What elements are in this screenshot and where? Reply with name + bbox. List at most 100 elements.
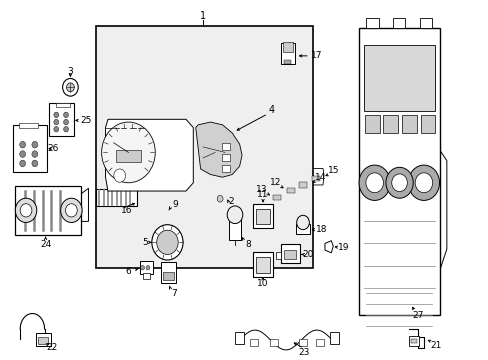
Circle shape [32, 160, 38, 167]
Circle shape [65, 204, 77, 217]
Bar [221, 143, 230, 150]
Circle shape [20, 160, 25, 167]
Text: 23: 23 [298, 348, 309, 357]
Bar [96, 26, 312, 268]
Circle shape [227, 206, 243, 224]
Text: 22: 22 [46, 343, 58, 352]
Bar [408, 336, 418, 346]
Polygon shape [325, 241, 332, 253]
Bar [330, 332, 338, 344]
Bar [283, 42, 292, 52]
Text: 24: 24 [40, 240, 51, 249]
Text: 14: 14 [314, 173, 325, 182]
Circle shape [385, 167, 412, 198]
Circle shape [63, 119, 68, 125]
Bar [284, 60, 291, 64]
Bar [252, 204, 273, 228]
Circle shape [62, 78, 78, 96]
Circle shape [358, 165, 389, 201]
Polygon shape [309, 168, 324, 185]
Bar [401, 116, 416, 133]
Circle shape [217, 195, 223, 202]
Text: 1: 1 [200, 11, 206, 21]
Bar [256, 257, 269, 273]
Text: 12: 12 [269, 178, 280, 187]
Bar [163, 272, 173, 280]
Bar [221, 154, 230, 161]
Polygon shape [81, 188, 88, 221]
Bar [276, 252, 281, 259]
Circle shape [66, 83, 74, 92]
Circle shape [407, 165, 439, 201]
Polygon shape [195, 122, 242, 177]
Bar [383, 116, 397, 133]
Bar [419, 18, 431, 28]
Bar [13, 125, 47, 172]
Circle shape [20, 141, 25, 148]
Text: 9: 9 [172, 200, 178, 209]
Circle shape [32, 141, 38, 148]
Text: 3: 3 [67, 67, 73, 76]
Text: 25: 25 [80, 116, 92, 125]
Bar [235, 332, 244, 344]
Bar [366, 18, 378, 28]
Bar [286, 188, 294, 193]
Bar [312, 176, 320, 181]
Text: 26: 26 [47, 144, 59, 153]
Text: 21: 21 [429, 341, 441, 350]
Bar [295, 224, 310, 234]
Bar [269, 339, 277, 346]
Bar [15, 185, 81, 235]
Bar [221, 165, 230, 172]
Circle shape [20, 204, 32, 217]
Text: 8: 8 [245, 240, 251, 249]
Bar [299, 339, 306, 346]
Bar [420, 116, 434, 133]
Bar [56, 103, 70, 107]
Text: 11: 11 [257, 190, 268, 199]
Polygon shape [270, 188, 285, 204]
Bar [358, 28, 439, 315]
Bar [160, 262, 176, 283]
Bar [363, 45, 434, 111]
Circle shape [54, 112, 59, 118]
Text: 16: 16 [121, 206, 132, 215]
Circle shape [365, 173, 383, 193]
Polygon shape [105, 119, 193, 191]
Circle shape [102, 122, 155, 183]
Text: 20: 20 [302, 250, 313, 259]
Bar [299, 182, 306, 188]
Text: 13: 13 [255, 185, 267, 194]
Text: 10: 10 [257, 279, 268, 288]
Polygon shape [296, 175, 310, 192]
Circle shape [157, 230, 178, 255]
Text: 15: 15 [327, 166, 339, 175]
Circle shape [63, 126, 68, 132]
Bar [49, 103, 74, 136]
Circle shape [296, 215, 309, 230]
Bar [283, 249, 296, 260]
Bar [143, 273, 150, 279]
Bar [273, 195, 281, 201]
Circle shape [141, 266, 144, 270]
Bar [228, 217, 241, 240]
Bar [392, 18, 405, 28]
Polygon shape [284, 181, 298, 197]
Circle shape [61, 198, 82, 222]
Circle shape [391, 174, 407, 192]
Text: 4: 4 [268, 105, 274, 115]
Circle shape [32, 151, 38, 157]
Bar [281, 43, 294, 64]
Text: 7: 7 [171, 289, 176, 298]
Text: 27: 27 [411, 311, 423, 320]
Bar [250, 339, 258, 346]
Bar [96, 189, 137, 207]
Text: 19: 19 [338, 243, 349, 252]
Text: 5: 5 [142, 238, 148, 247]
Bar [38, 337, 48, 344]
Circle shape [414, 173, 432, 193]
Text: 18: 18 [315, 225, 326, 234]
Circle shape [15, 198, 37, 222]
Circle shape [63, 112, 68, 118]
Polygon shape [154, 213, 170, 231]
